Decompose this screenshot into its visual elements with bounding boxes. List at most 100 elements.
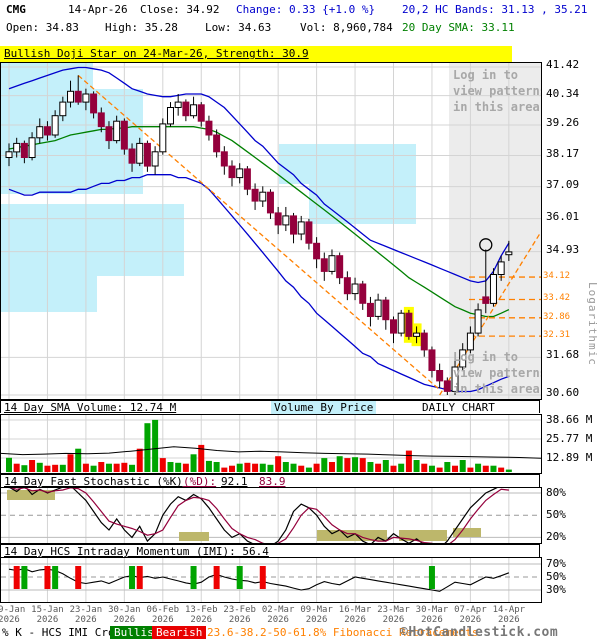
volume-bar [428,465,435,472]
volume-panel-header: 14 Day SMA Volume: 12.74 M Volume By Pri… [0,400,540,414]
imi-crossover-signal-bullish [236,566,243,589]
volume-bar [167,462,174,472]
volume-by-price-bar [1,204,184,276]
volume-bar [129,464,136,472]
price-axis-label: 38.17 [546,146,580,160]
volume-bar [313,463,320,472]
candle [413,332,421,337]
imi-crossover-signal-bearish [136,566,143,589]
x-axis-date-label: 06-Feb 2026 [146,605,180,625]
imi-axis-label: 70% [546,557,566,570]
price-axis-label: 30.60 [546,386,580,399]
candle [205,120,213,136]
fibonacci-legend-label: 23.6-38.2-50-61.8% Fibonacci Retracement… [207,626,479,639]
volume-sma-line [1,446,541,459]
volume-bar [121,462,128,472]
volume-bar [444,462,451,472]
volume-bar [336,456,343,472]
candle [305,221,313,244]
chart-type-label: DAILY CHART [422,401,495,414]
volume-bar [244,462,251,472]
imi-crossover-signal-bullish [21,566,28,589]
candle [197,104,205,122]
candle [5,151,13,159]
fib-level-label: 32.31 [543,330,571,341]
login-overlay-text: view patterns [453,366,542,380]
imi-crossover-signal-bullish [428,566,435,589]
stochastic-d-label: (%D): [183,475,217,488]
pattern-alert-text: Bullish Doji Star on 24-Mar-26, Strength… [4,47,309,60]
volume-bar [190,454,197,472]
imi-crossover-signal-bearish [44,566,51,589]
imi-crossover-signal-bullish [52,566,59,589]
candle [382,299,390,321]
x-axis-date-label: 14-Apr 2026 [492,605,526,625]
candle [474,309,482,334]
volume-bar [452,465,459,472]
candle [428,349,436,371]
login-overlay-text: in this area [453,100,540,114]
volume-bar [459,460,466,472]
candle [436,370,444,382]
volume-bar [498,467,505,472]
x-axis-dates: 09-Jan202615-Jan202623-Jan202630-Jan2026… [0,605,540,627]
candle [113,120,121,142]
volume-bar [467,467,474,472]
price-axis-label: 34.93 [546,242,580,256]
candle [351,283,359,295]
stochastic-chart [0,487,542,544]
stochastic-axis-label: 20% [546,530,566,544]
volume-bar [344,458,351,472]
x-axis-date-label: 30-Jan 2026 [108,605,141,625]
volume-bar [275,456,282,472]
candle [328,255,336,272]
crossover-shade [453,528,481,537]
high-value: High: 35.28 [105,21,178,34]
volume-bar [113,463,120,472]
candle [243,168,251,190]
volume-bar [229,465,236,472]
x-axis-date-label: 23-Feb 2026 [223,605,256,625]
imi-axis-label: 30% [546,583,566,596]
volume-bar [236,463,243,472]
volume-bar [67,454,74,472]
candle [74,90,82,103]
sma-value: 20 Day SMA: 33.11 [402,21,515,34]
bullish-badge: Bullish [110,626,165,639]
volume-axis-label: 12.89 M [546,450,593,464]
bearish-badge: Bearish [152,626,207,639]
volume-bar [359,458,366,472]
candle [13,142,21,153]
candle [451,366,459,392]
stochastic-axis-label: 50% [546,508,566,522]
x-axis-date-label: 07-Apr 2026 [454,605,487,625]
volume-bar [421,463,428,472]
volume-bar [136,448,143,472]
candle [313,242,321,260]
volume-sma-title: 14 Day SMA Volume: 12.74 M [4,401,177,414]
candle [397,312,405,334]
candle [228,165,236,179]
candle [359,283,367,304]
candle [105,126,113,142]
candle [259,191,267,202]
stochastic-panel-header: 14 Day Fast Stochastic (%K) (%D): 92.1 8… [0,474,540,488]
volume-bar [90,465,97,472]
volume-bar [367,462,374,472]
volume-bar [267,464,274,472]
login-overlay-text: Log in to [453,350,518,364]
ticker-symbol: CMG [6,3,26,16]
imi-crossover-signal-bearish [213,566,220,589]
volume-bar [413,460,420,472]
stochastic-axis-label: 80% [546,486,566,499]
volume-bar [328,462,335,472]
volume-bar [259,463,266,472]
volume-bar [205,460,212,472]
volume-bar [98,462,105,472]
price-axis-label: 37.09 [546,177,580,191]
right-axis: 41.42 40.34 39.26 38.17 37.09 36.01 34.93 31.68… [541,0,600,640]
volume-bar [221,467,228,472]
candle [343,277,351,295]
candle [20,142,28,159]
